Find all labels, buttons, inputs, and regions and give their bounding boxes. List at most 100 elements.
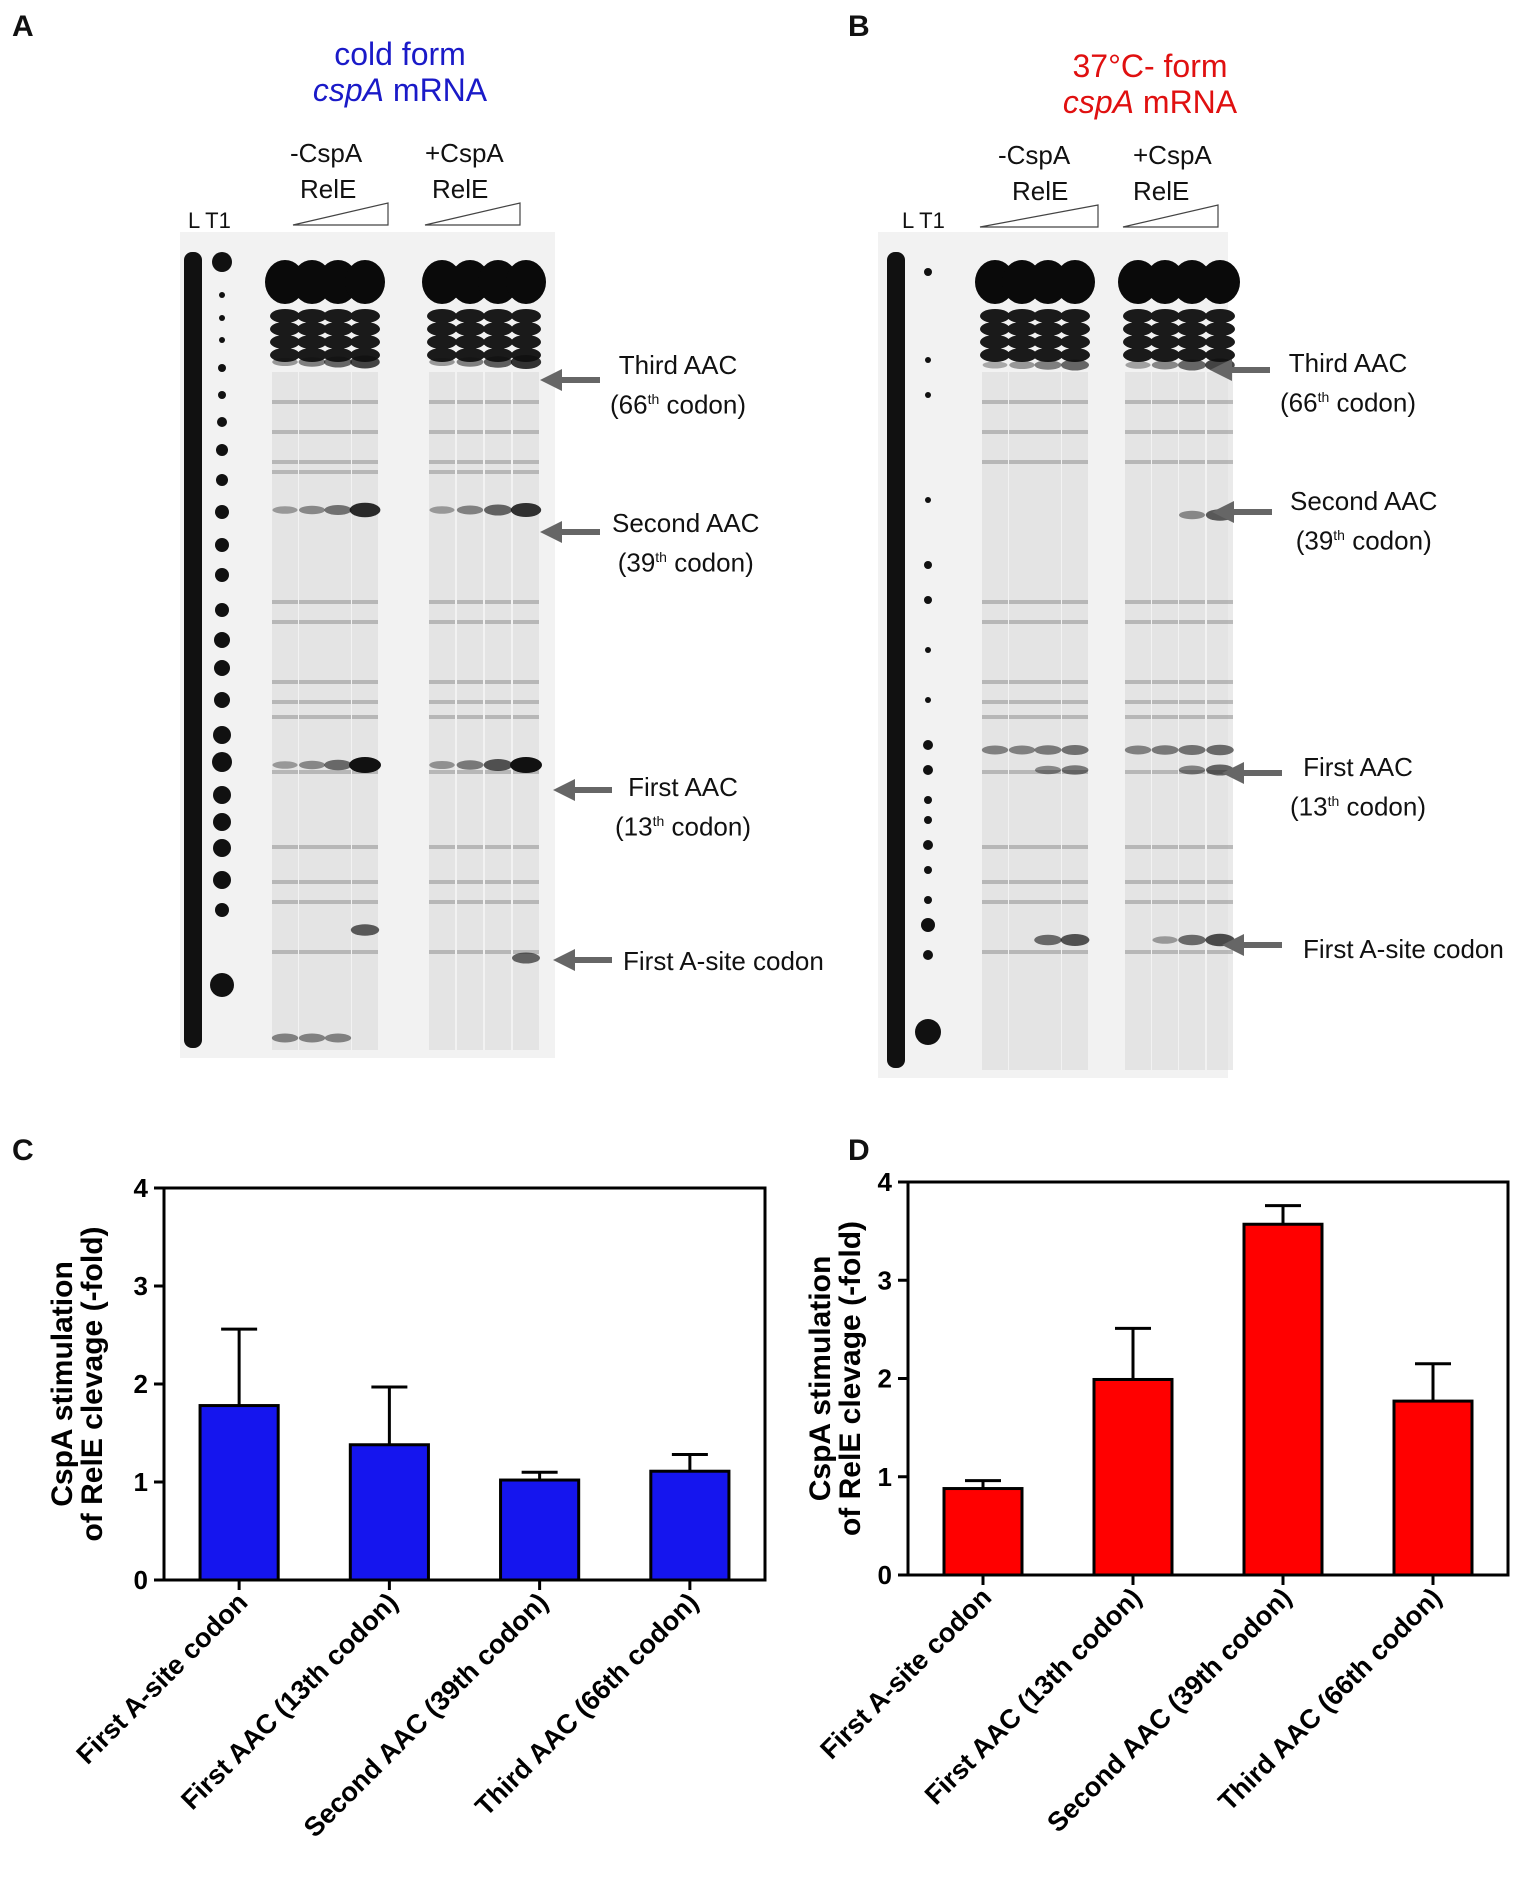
faint-band bbox=[513, 900, 539, 904]
faint-band bbox=[352, 715, 378, 719]
faint-band bbox=[299, 700, 325, 704]
faint-band bbox=[1207, 845, 1233, 849]
t1-band bbox=[214, 660, 230, 676]
upper-band bbox=[1007, 309, 1037, 323]
panel-b-title-line1: 37°C- form bbox=[1072, 48, 1228, 84]
upper-band bbox=[323, 335, 353, 349]
annot-codon: codon bbox=[1352, 525, 1424, 556]
faint-band bbox=[1035, 900, 1061, 904]
faint-band bbox=[1062, 880, 1088, 884]
annot-ord-suffix: th bbox=[647, 391, 660, 407]
faint-band bbox=[1125, 950, 1151, 954]
y-axis-label-line1: CspA stimulation bbox=[46, 1261, 79, 1507]
faint-band bbox=[1009, 430, 1035, 434]
faint-band bbox=[485, 715, 511, 719]
faint-band bbox=[429, 400, 455, 404]
faint-band bbox=[429, 900, 455, 904]
faint-band bbox=[1035, 400, 1061, 404]
upper-band bbox=[427, 335, 457, 349]
faint-band bbox=[325, 715, 351, 719]
faint-band bbox=[429, 950, 455, 954]
faint-band bbox=[457, 430, 483, 434]
faint-band bbox=[457, 950, 483, 954]
upper-band bbox=[1123, 348, 1153, 362]
annot-ord-suffix: th bbox=[1333, 527, 1345, 543]
annot-codon: codon bbox=[671, 811, 743, 842]
t1-band bbox=[215, 538, 229, 552]
arrow-head bbox=[553, 779, 575, 801]
faint-band bbox=[352, 700, 378, 704]
panel-a-title: cold form cspA mRNA bbox=[250, 36, 550, 108]
faint-band bbox=[1152, 700, 1178, 704]
faint-band bbox=[325, 400, 351, 404]
panel-a-annot-first-asite-line1: First A-site codon bbox=[623, 946, 824, 976]
upper-band bbox=[270, 348, 300, 362]
y-tick-label: 2 bbox=[134, 1369, 148, 1399]
faint-band bbox=[325, 950, 351, 954]
y-tick-label: 3 bbox=[878, 1265, 892, 1295]
faint-band bbox=[513, 460, 539, 464]
annot-ord: 66 bbox=[1288, 387, 1318, 418]
cleavage-band bbox=[429, 358, 455, 366]
faint-band bbox=[1179, 430, 1205, 434]
t1-band bbox=[921, 918, 935, 932]
t1-band bbox=[213, 813, 231, 831]
faint-band bbox=[1062, 620, 1088, 624]
faint-band bbox=[513, 470, 539, 474]
faint-band bbox=[982, 900, 1008, 904]
lane-smear bbox=[272, 372, 298, 1050]
t1-band bbox=[924, 816, 932, 824]
faint-band bbox=[513, 700, 539, 704]
t1-band bbox=[915, 1019, 941, 1045]
faint-band bbox=[429, 430, 455, 434]
upper-band bbox=[1150, 322, 1180, 336]
lane-smear bbox=[457, 372, 483, 1050]
bar bbox=[1092, 1377, 1174, 1577]
upper-band bbox=[1123, 309, 1153, 323]
t1-band bbox=[923, 740, 933, 750]
upper-band bbox=[350, 322, 380, 336]
faint-band bbox=[982, 400, 1008, 404]
cleavage-band bbox=[324, 1033, 352, 1043]
faint-band bbox=[1207, 620, 1233, 624]
faint-band bbox=[513, 845, 539, 849]
faint-band bbox=[1125, 900, 1151, 904]
faint-band bbox=[429, 715, 455, 719]
panel-a-annot-first-asite: First A-site codon bbox=[623, 944, 824, 978]
upper-band bbox=[1205, 309, 1235, 323]
panel-b-minus-cspa-label: -CspA bbox=[998, 140, 1071, 170]
panel-a-annot-second-aac-line2: (39th codon) bbox=[617, 547, 754, 578]
faint-band bbox=[429, 680, 455, 684]
faint-band bbox=[457, 400, 483, 404]
cleavage-band bbox=[1125, 361, 1151, 369]
annot-ord: 66 bbox=[618, 389, 648, 420]
faint-band bbox=[1152, 845, 1178, 849]
panel-b-annot-first-asite: First A-site codon bbox=[1303, 932, 1504, 966]
panel-b-annot-third-aac-line2: (66th codon) bbox=[1280, 387, 1417, 418]
upper-band bbox=[1150, 348, 1180, 362]
faint-band bbox=[1035, 880, 1061, 884]
cleavage-band bbox=[456, 505, 484, 515]
faint-band bbox=[352, 880, 378, 884]
x-tick-label: Second AAC (39th codon) bbox=[1041, 1582, 1297, 1838]
faint-band bbox=[272, 880, 298, 884]
faint-band bbox=[485, 470, 511, 474]
faint-band bbox=[429, 880, 455, 884]
faint-band bbox=[1062, 900, 1088, 904]
t1-band bbox=[219, 337, 225, 343]
t1-band bbox=[215, 505, 229, 519]
upper-band bbox=[511, 335, 541, 349]
faint-band bbox=[272, 680, 298, 684]
y-tick-label: 2 bbox=[878, 1364, 892, 1394]
faint-band bbox=[429, 460, 455, 464]
faint-band bbox=[1125, 400, 1151, 404]
faint-band bbox=[1009, 900, 1035, 904]
upper-band bbox=[1177, 322, 1207, 336]
faint-band bbox=[352, 460, 378, 464]
full-length-band bbox=[1055, 260, 1095, 304]
faint-band bbox=[1152, 770, 1178, 774]
t1-band bbox=[924, 268, 932, 276]
cleavage-band bbox=[510, 503, 542, 517]
faint-band bbox=[1125, 880, 1151, 884]
faint-band bbox=[352, 950, 378, 954]
